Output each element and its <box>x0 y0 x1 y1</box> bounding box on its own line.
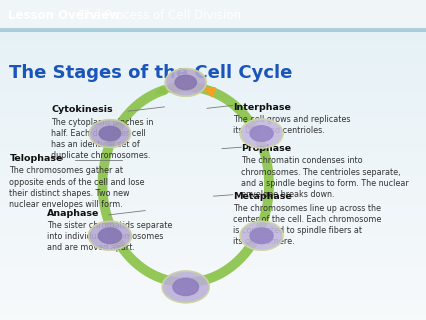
Bar <box>0 29 426 31</box>
Circle shape <box>98 228 121 244</box>
Bar <box>0 29 426 31</box>
Circle shape <box>89 120 130 147</box>
Text: The chromatin condenses into
chromosomes. The centrioles separate,
and a spindle: The chromatin condenses into chromosomes… <box>241 156 408 199</box>
Bar <box>0 29 426 31</box>
Text: The sister chromatids separate
into individual chromosomes
and are moved apart.: The sister chromatids separate into indi… <box>47 221 172 252</box>
Bar <box>0 29 426 30</box>
Circle shape <box>165 68 206 96</box>
Bar <box>0 30 426 31</box>
Circle shape <box>173 278 198 296</box>
Text: Telophase: Telophase <box>9 155 63 164</box>
Text: The Stages of the Cell Cycle: The Stages of the Cell Cycle <box>9 64 292 82</box>
Circle shape <box>99 126 120 141</box>
Circle shape <box>240 119 282 148</box>
Bar <box>0 30 426 31</box>
Text: The chromosomes line up across the
center of the cell. Each chromosome
is connec: The chromosomes line up across the cente… <box>232 204 380 246</box>
Text: The Process of Cell Division: The Process of Cell Division <box>79 9 240 22</box>
Bar <box>0 29 426 31</box>
Text: Interphase: Interphase <box>232 102 290 112</box>
Text: Lesson Overview: Lesson Overview <box>8 9 119 22</box>
Text: Anaphase: Anaphase <box>47 209 99 218</box>
Bar <box>0 29 426 31</box>
Bar <box>0 30 426 32</box>
Circle shape <box>240 221 282 250</box>
Text: Prophase: Prophase <box>241 144 291 153</box>
Bar <box>0 30 426 31</box>
Circle shape <box>88 221 131 250</box>
Text: The cell grows and replicates
its DNA and centrioles.: The cell grows and replicates its DNA an… <box>232 115 349 135</box>
Bar <box>0 30 426 32</box>
Text: The chromosomes gather at
opposite ends of the cell and lose
their distinct shap: The chromosomes gather at opposite ends … <box>9 166 144 209</box>
Bar <box>0 29 426 31</box>
Circle shape <box>250 228 273 244</box>
Bar <box>0 30 426 32</box>
Bar <box>0 30 426 31</box>
Circle shape <box>250 126 273 141</box>
Bar <box>0 30 426 32</box>
Bar <box>0 30 426 32</box>
Bar <box>0 29 426 31</box>
Bar <box>0 29 426 30</box>
Text: Cytokinesis: Cytokinesis <box>51 105 112 115</box>
Text: The cytoplasm pinches in
half. Each daughter cell
has an identical set of
duplic: The cytoplasm pinches in half. Each daug… <box>51 117 153 160</box>
Text: Metaphase: Metaphase <box>232 192 291 201</box>
Circle shape <box>175 75 196 90</box>
Bar <box>0 29 426 31</box>
Circle shape <box>162 271 209 303</box>
Bar <box>0 30 426 32</box>
